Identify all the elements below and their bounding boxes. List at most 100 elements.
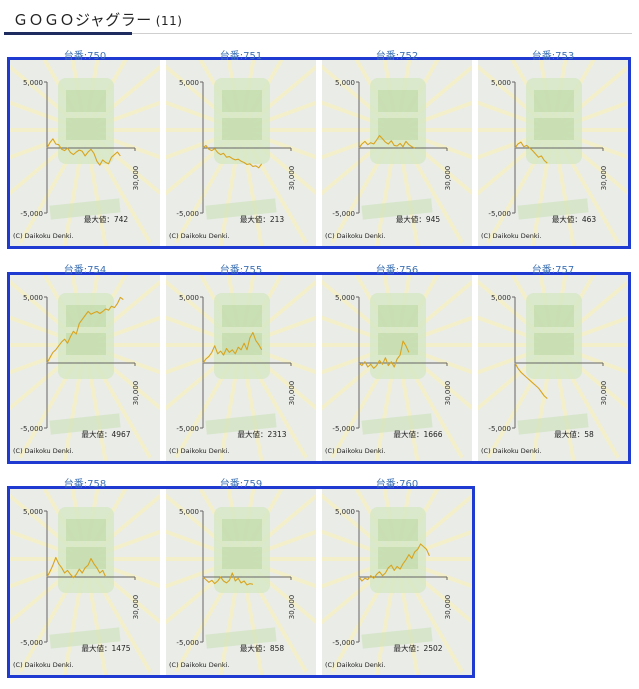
x-tick-label-end: 30,000 [444,166,452,191]
background-machine-reels [222,118,262,140]
background-machine-screen [378,90,418,112]
background-tray [205,413,277,435]
machine-number-label[interactable]: 台番:759 [219,479,263,490]
machine-number-label[interactable]: 台番:754 [63,265,107,276]
slump-graph-card: 5,000 -5,000 30,000 最大値：58 (C) Daikoku Denki… [478,275,628,461]
x-tick-label-end: 30,000 [132,381,140,406]
background-decoration [166,60,316,246]
background-machine-reels [378,333,418,355]
x-tick-label-end: 30,000 [288,166,296,191]
copyright-text: (C) Daikoku Denki. [481,232,542,240]
background-machine-reels [222,547,262,569]
background-machine-reels [534,333,574,355]
slump-line [358,543,430,582]
slump-graph-card: 5,000 -5,000 30,000 最大値：4967 (C) Daikoku Den… [10,275,160,461]
background-machine-screen [222,90,262,112]
y-tick-label-top: 5,000 [335,294,355,302]
machine-number-label[interactable]: 台番:750 [63,51,107,62]
y-tick-label-bottom: -5,000 [20,639,43,647]
slump-graph-card: 5,000 -5,000 30,000 最大値：1475 (C) Daikoku Den… [10,489,160,675]
x-tick-label-end: 30,000 [132,595,140,620]
slump-line [358,134,415,149]
axes: 5,000 -5,000 30,000 [20,294,140,433]
copyright-text: (C) Daikoku Denki. [13,232,74,240]
x-tick-label-end: 30,000 [132,166,140,191]
background-tray [49,413,121,435]
background-machine-reels [66,333,106,355]
machine-number-label[interactable]: 台番:757 [531,265,575,276]
slump-line [202,572,254,586]
copyright-text: (C) Daikoku Denki. [481,447,542,455]
machine-number-label[interactable]: 台番:753 [531,51,575,62]
machine-number-label[interactable]: 台番:752 [375,51,419,62]
background-machine-reels [222,333,262,355]
background-tray [49,198,121,220]
slump-graph-card: 5,000 -5,000 30,000 最大値：2502 (C) Daikoku Den… [322,489,472,675]
copyright-text: (C) Daikoku Denki. [169,447,230,455]
slump-graph-card: 5,000 -5,000 30,000 最大値：945 (C) Daikoku Denk… [322,60,472,246]
copyright-text: (C) Daikoku Denki. [325,447,386,455]
y-tick-label-bottom: -5,000 [332,210,355,218]
y-tick-label-top: 5,000 [335,508,355,516]
title-underline [4,32,132,35]
background-decoration [322,489,472,675]
x-tick-label-end: 30,000 [600,166,608,191]
machine-number-label[interactable]: 台番:760 [375,479,419,490]
background-decoration [478,60,628,246]
x-tick-label-end: 30,000 [444,381,452,406]
slump-graph-card: 5,000 -5,000 30,000 最大値：2313 (C) Daikoku Den… [166,275,316,461]
machine-number-label[interactable]: 台番:755 [219,265,263,276]
slump-line [46,556,107,579]
slump-line [46,296,124,364]
copyright-text: (C) Daikoku Denki. [325,232,386,240]
slump-line [358,340,410,369]
copyright-text: (C) Daikoku Denki. [169,232,230,240]
max-value-label: 最大値：2502 [393,643,442,653]
copyright-text: (C) Daikoku Denki. [325,661,386,669]
background-machine-screen [222,519,262,541]
slump-graph: 5,000 -5,000 30,000 最大値：58 (C) Daikoku Denki… [478,275,628,461]
max-value-label: 最大値：1666 [393,429,442,439]
slump-graph-card: 5,000 -5,000 30,000 最大値：1666 (C) Daikoku Den… [322,275,472,461]
background-tray [361,627,433,649]
max-value-label: 最大値：2313 [237,429,286,439]
background-machine-reels [66,118,106,140]
background-machine-screen [66,305,106,327]
y-tick-label-bottom: -5,000 [176,210,199,218]
page-title: ＧＯＧＯジャグラー (11) [13,9,182,30]
y-tick-label-bottom: -5,000 [176,425,199,433]
background-decoration [322,60,472,246]
x-tick-label-end: 30,000 [600,381,608,406]
y-tick-label-top: 5,000 [335,79,355,87]
slump-graph-card: 5,000 -5,000 30,000 最大値：213 (C) Daikoku Denk… [166,60,316,246]
background-machine-screen [66,90,106,112]
machine-number-label[interactable]: 台番:756 [375,265,419,276]
machine-number-label[interactable]: 台番:758 [63,479,107,490]
background-decoration [166,275,316,461]
y-tick-label-top: 5,000 [179,508,199,516]
y-tick-label-bottom: -5,000 [488,425,511,433]
copyright-text: (C) Daikoku Denki. [13,447,74,455]
max-value-label: 最大値：742 [84,214,129,224]
slump-graph: 5,000 -5,000 30,000 最大値：2313 (C) Daikoku Den… [166,275,316,461]
background-machine-reels [534,118,574,140]
slump-graph: 5,000 -5,000 30,000 最大値：945 (C) Daikoku Denk… [322,60,472,246]
y-tick-label-top: 5,000 [23,508,43,516]
y-tick-label-top: 5,000 [23,79,43,87]
slump-graph: 5,000 -5,000 30,000 最大値：4967 (C) Daikoku Den… [10,275,160,461]
page-title-count: (11) [155,14,183,28]
max-value-label: 最大値：858 [240,643,285,653]
y-tick-label-bottom: -5,000 [488,210,511,218]
background-machine-screen [534,305,574,327]
page-header: ＧＯＧＯジャグラー (11) [4,0,632,36]
y-tick-label-bottom: -5,000 [20,210,43,218]
y-tick-label-bottom: -5,000 [20,425,43,433]
machine-number-label[interactable]: 台番:751 [219,51,263,62]
slump-line [46,138,121,166]
background-tray [205,198,277,220]
slump-graph: 5,000 -5,000 30,000 最大値：1666 (C) Daikoku Den… [322,275,472,461]
background-tray [517,198,589,220]
background-decoration [10,60,160,246]
slump-graph: 5,000 -5,000 30,000 最大値：742 (C) Daikoku Denk… [10,60,160,246]
axes: 5,000 -5,000 30,000 [332,508,452,647]
